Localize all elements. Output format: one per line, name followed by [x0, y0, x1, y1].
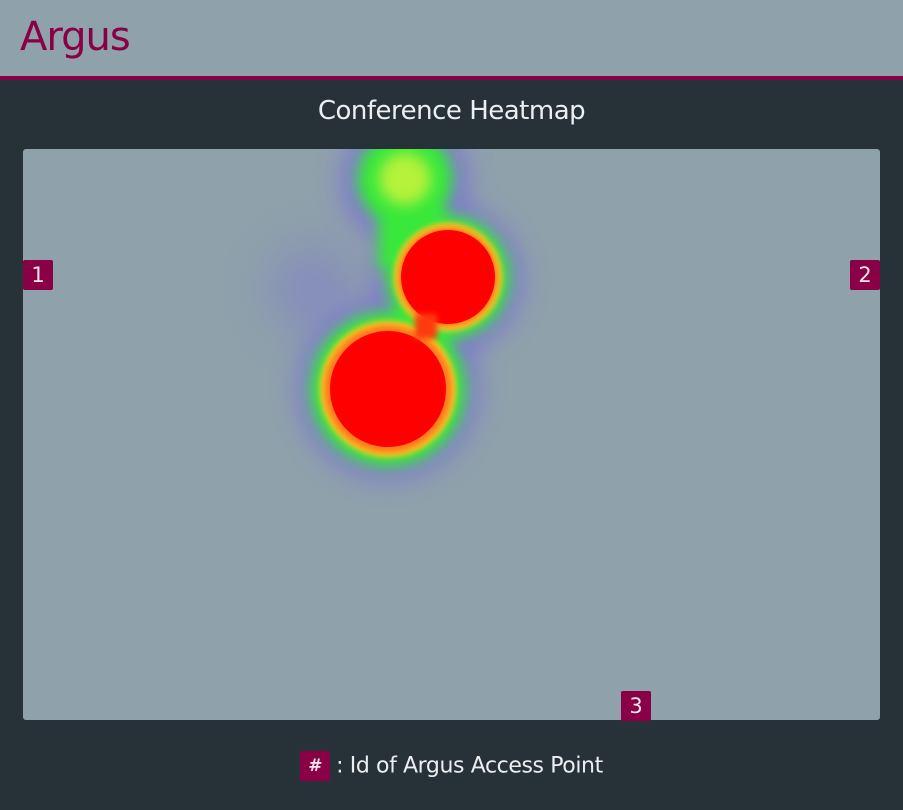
legend-text: : Id of Argus Access Point [336, 753, 603, 779]
brand-logo[interactable]: Argus [20, 14, 131, 60]
access-point-marker-2[interactable]: 2 [850, 260, 880, 290]
legend: #: Id of Argus Access Point [0, 751, 903, 781]
heatmap-overlay [268, 149, 520, 477]
top-bar: Argus [0, 0, 903, 80]
page-title: Conference Heatmap [317, 96, 586, 126]
legend-marker: # [300, 751, 331, 781]
access-point-marker-3[interactable]: 3 [621, 691, 651, 721]
access-point-marker-1[interactable]: 1 [23, 260, 53, 290]
heatmap-canvas [23, 149, 880, 720]
